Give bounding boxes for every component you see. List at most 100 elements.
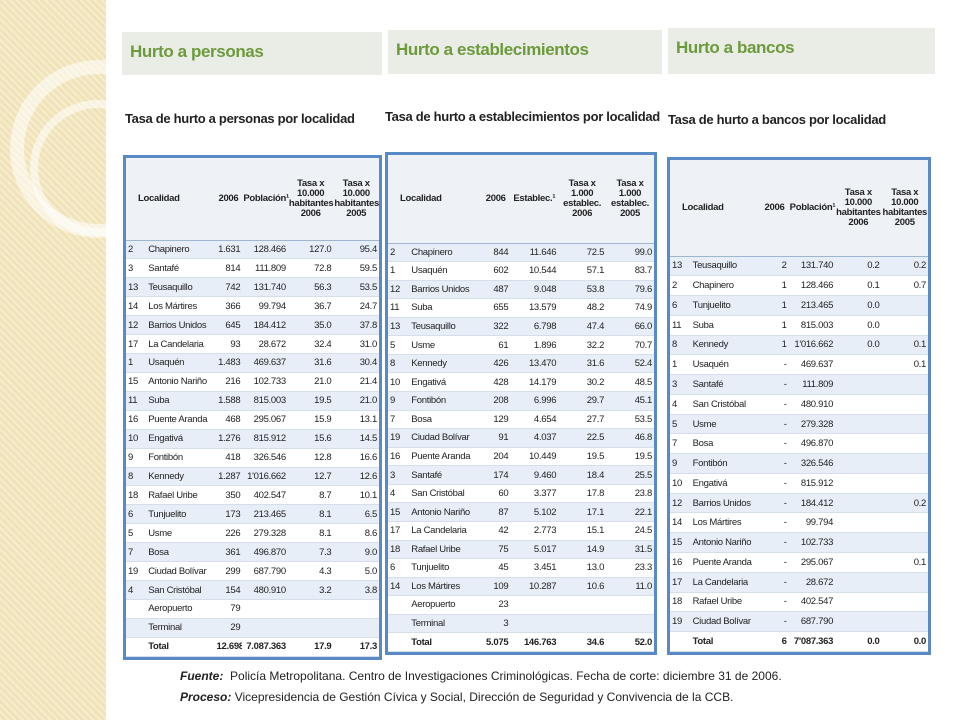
cell: 17 (388, 521, 410, 541)
cell (881, 295, 928, 316)
cell: 14.179 (510, 372, 559, 392)
cell: 645 (214, 315, 243, 336)
data-row: 14 Los Mártires -99.794 (670, 512, 928, 534)
cell: Kennedy (146, 467, 215, 487)
header-row: Localidad 2006 Población¹ Tasa x 10.000 hab… (670, 160, 928, 257)
cell: 173 (214, 504, 243, 525)
cell (881, 611, 928, 633)
cell: 34.6 (558, 632, 607, 652)
cell: Aeropuerto (409, 595, 482, 615)
cell: 6 (126, 504, 147, 525)
column-header: 2006 (481, 155, 511, 244)
cell (881, 473, 928, 494)
column-header: 2006 (214, 158, 243, 241)
cell: 146.763 (510, 632, 559, 652)
cell: - (760, 611, 789, 633)
cell (333, 599, 379, 619)
section-header: Hurto a establecimientos (388, 30, 662, 74)
cell: 5.0 (333, 561, 379, 582)
cell: 12 (670, 493, 691, 514)
cell: 11 (126, 391, 147, 411)
cell: - (760, 374, 789, 395)
cell: 2 (388, 243, 410, 263)
cell: 99.794 (788, 512, 836, 534)
cell: 31.6 (558, 354, 607, 374)
table-title: Tasa de hurto a establecimientos por loc… (385, 109, 660, 124)
cell: 42 (481, 521, 511, 541)
cell: Santafé (409, 465, 482, 485)
cell (242, 599, 288, 619)
cell: 6 (388, 558, 410, 578)
cell: 14 (670, 512, 691, 534)
cell: 31.6 (287, 353, 334, 373)
cell: Total (409, 632, 482, 652)
cell: 128.466 (242, 240, 288, 260)
cell: 1 (670, 354, 691, 376)
cell: 16 (670, 552, 691, 573)
table-title: Tasa de hurto a personas por localidad (125, 111, 355, 126)
cell: Suba (690, 315, 761, 336)
cell: 19 (388, 428, 410, 448)
cell: 0.1 (881, 552, 928, 573)
column-header: Población¹ (788, 160, 836, 257)
cell: 8.1 (287, 504, 334, 525)
cell: 204 (481, 447, 511, 467)
cell: Puente Aranda (409, 447, 482, 467)
cell: 1 (760, 315, 789, 336)
cell: 35.0 (287, 315, 334, 336)
cell: 93 (214, 334, 243, 355)
cell: - (760, 552, 789, 573)
data-row: 18 Rafael Uribe -402.547 (670, 592, 928, 613)
cell: 36.7 (287, 296, 334, 317)
cell: 480.910 (242, 580, 288, 601)
cell: 13.470 (510, 354, 559, 374)
data-row: Terminal 3 (388, 614, 654, 634)
cell: 10.544 (510, 261, 559, 281)
data-row: 5 Usme 61 1.896 32.2 70.7 (388, 335, 654, 355)
cell: - (760, 394, 789, 415)
cell: 18.4 (558, 465, 607, 485)
cell: Usme (409, 335, 482, 355)
cell: Suba (146, 391, 215, 411)
data-row: 19 Ciudad Bolívar -687.790 (670, 611, 928, 633)
cell: 15 (670, 532, 691, 553)
data-table: Localidad 2006 Población¹ Tasa x 10.000 hab… (670, 160, 928, 652)
cell (606, 595, 654, 615)
cell: 30.4 (333, 353, 379, 373)
cell: 11.0 (606, 577, 654, 597)
cell (835, 532, 882, 553)
data-row: 4 San Cristóbal 154 480.910 3.2 3.8 (126, 580, 379, 601)
data-row: 9 Fontibón 418 326.546 12.8 16.6 (126, 448, 379, 468)
cell: 25.5 (606, 465, 654, 485)
cell: Fontibón (146, 448, 215, 468)
cell: 3.377 (510, 484, 559, 504)
cell: 496.870 (242, 542, 288, 563)
cell (835, 433, 882, 455)
cell: 72.8 (287, 258, 334, 279)
data-row: 16 Puente Aranda 468 295.067 15.9 13.1 (126, 410, 379, 430)
cell: 28.672 (788, 572, 836, 593)
cell (835, 354, 882, 376)
cell: 0.0 (835, 295, 882, 316)
cell: 4.037 (510, 428, 559, 448)
column-header: Tasa x 1.000 establec. 2006 (558, 155, 607, 244)
cell: Fontibón (690, 453, 761, 474)
data-row: 5 Usme -279.328 (670, 414, 928, 435)
cell (881, 315, 928, 336)
cell: 4 (126, 580, 147, 601)
cell: 12 (388, 280, 410, 300)
cell: 1 (126, 353, 147, 373)
column-header: Tasa x 1.000 establec. 2005 (606, 155, 654, 244)
cell: 61 (481, 335, 511, 355)
cell: 129 (481, 410, 511, 430)
cell: 9 (388, 391, 410, 411)
cell: 48.5 (606, 372, 654, 392)
cell: 127.0 (287, 240, 334, 260)
cell: 6 (760, 631, 789, 652)
cell: 18 (670, 592, 691, 613)
cell: 279.328 (242, 523, 288, 544)
cell (881, 512, 928, 534)
column-header: Localidad (670, 160, 761, 257)
data-row: 3 Santafé 814 111.809 72.8 59.5 (126, 258, 379, 279)
cell: 208 (481, 391, 511, 411)
